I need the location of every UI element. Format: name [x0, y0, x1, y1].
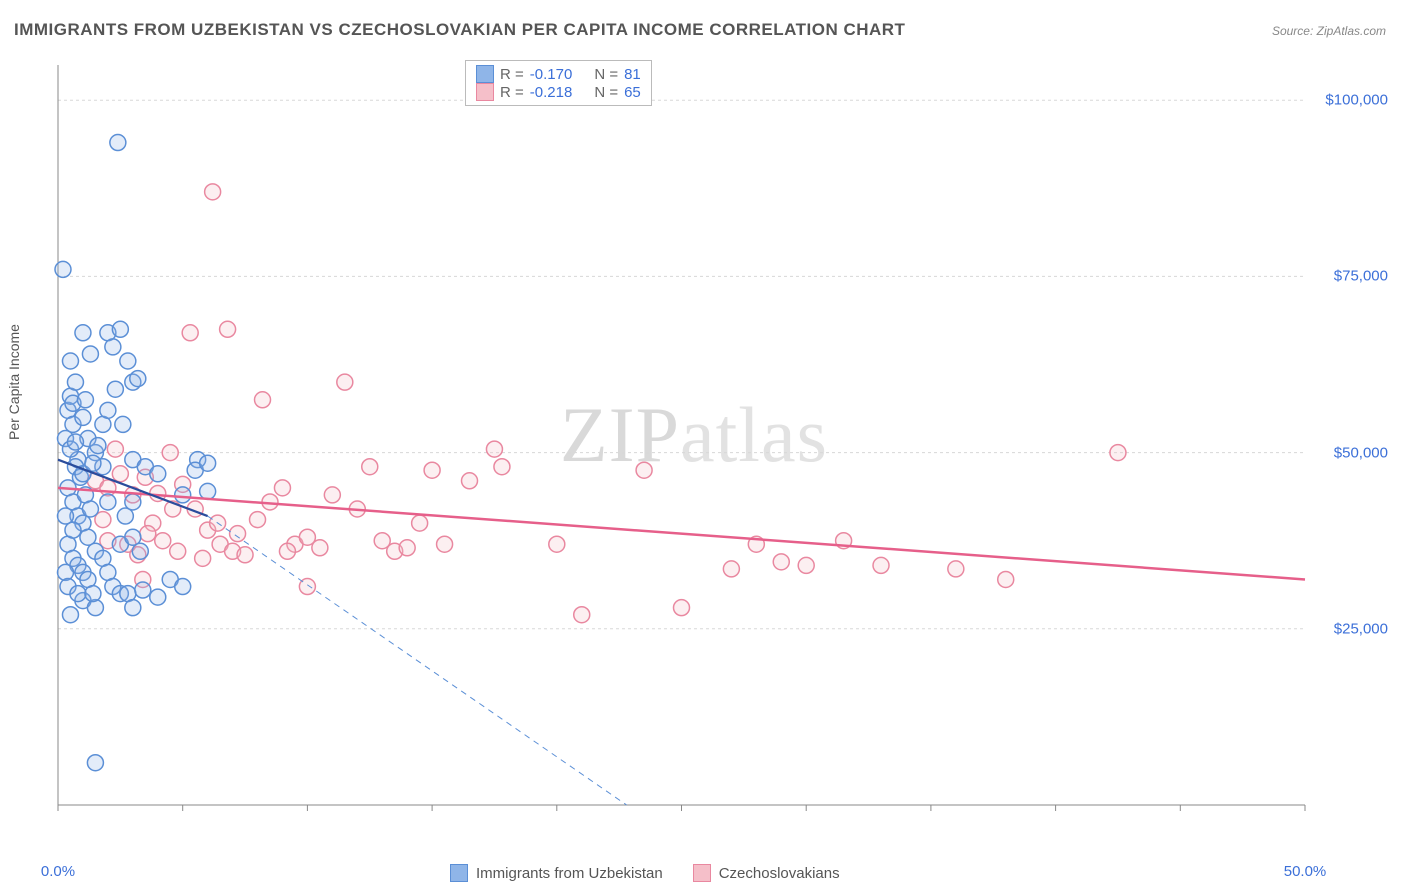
r-value-czech: -0.218 — [530, 84, 573, 101]
n-value-czech: 65 — [624, 84, 641, 101]
series-legend: Immigrants from Uzbekistan Czechoslovaki… — [450, 864, 840, 882]
stats-legend: R = -0.170 N = 81 R = -0.218 N = 65 — [465, 60, 652, 106]
y-axis-label: Per Capita Income — [6, 324, 22, 440]
n-value-uzbek: 81 — [624, 66, 641, 83]
stats-row-uzbek: R = -0.170 N = 81 — [476, 65, 641, 83]
r-label: R = — [500, 66, 524, 83]
y-tick-label: $100,000 — [1325, 92, 1388, 109]
n-label: N = — [594, 66, 618, 83]
r-label: R = — [500, 84, 524, 101]
stats-row-czech: R = -0.218 N = 65 — [476, 83, 641, 101]
series-label-uzbek: Immigrants from Uzbekistan — [476, 865, 663, 882]
legend-item-czech: Czechoslovakians — [693, 864, 840, 882]
swatch-czech — [476, 83, 494, 101]
chart-title: IMMIGRANTS FROM UZBEKISTAN VS CZECHOSLOV… — [14, 20, 905, 40]
n-label: N = — [594, 84, 618, 101]
source-attribution: Source: ZipAtlas.com — [1272, 24, 1386, 38]
x-tick-label: 0.0% — [41, 863, 75, 880]
series-label-czech: Czechoslovakians — [719, 865, 840, 882]
legend-item-uzbek: Immigrants from Uzbekistan — [450, 864, 663, 882]
swatch-uzbek — [476, 65, 494, 83]
y-tick-label: $75,000 — [1334, 268, 1388, 285]
swatch-czech — [693, 864, 711, 882]
r-value-uzbek: -0.170 — [530, 66, 573, 83]
scatter-plot — [50, 55, 1385, 835]
swatch-uzbek — [450, 864, 468, 882]
x-tick-label: 50.0% — [1284, 863, 1327, 880]
y-tick-label: $50,000 — [1334, 444, 1388, 461]
y-tick-label: $25,000 — [1334, 620, 1388, 637]
